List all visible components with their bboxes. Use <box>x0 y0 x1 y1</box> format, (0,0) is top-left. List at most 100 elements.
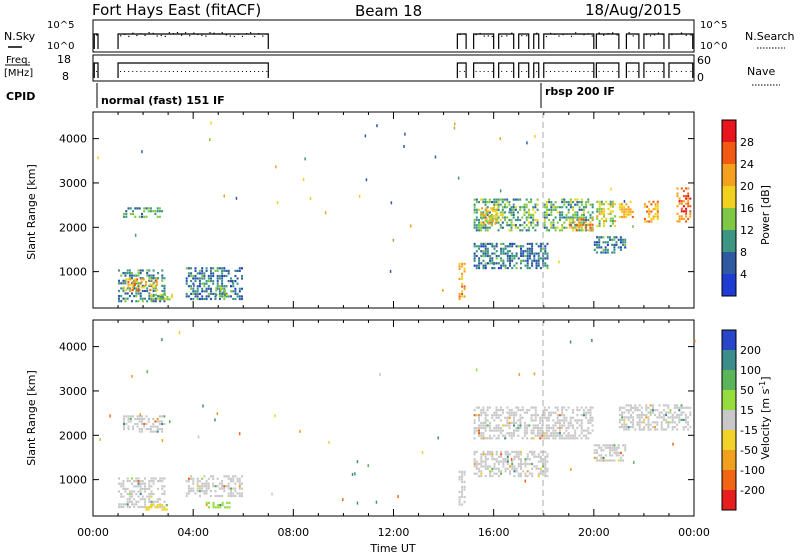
scatter-cell <box>510 432 513 435</box>
scatter-cell <box>141 487 144 490</box>
scatter-cell <box>216 282 219 285</box>
scatter-cell <box>146 274 149 277</box>
scatter-cell <box>600 251 603 254</box>
scatter-cell <box>491 259 494 262</box>
scatter-cell <box>525 211 528 214</box>
scatter-cell <box>150 300 153 303</box>
scatter-speckle <box>534 134 536 138</box>
scatter-cell <box>574 226 577 229</box>
scatter-cell <box>216 287 219 290</box>
scatter-cell <box>122 279 125 282</box>
scatter-cell <box>558 424 561 427</box>
scatter-cell <box>618 208 621 211</box>
scatter-cell <box>475 245 478 248</box>
scatter-cell <box>546 252 549 255</box>
scatter-cell <box>147 420 150 423</box>
nsky-point <box>566 33 568 35</box>
nave-point <box>536 71 538 72</box>
scatter-cell <box>205 297 208 301</box>
scatter-cell <box>629 404 632 407</box>
scatter-cell <box>144 498 146 501</box>
scatter-cell <box>534 434 537 437</box>
scatter-cell <box>596 459 598 462</box>
scatter-cell <box>517 472 520 475</box>
scatter-cell <box>225 285 228 288</box>
scatter-cell <box>561 411 564 414</box>
scatter-cell <box>122 282 125 285</box>
scatter-cell <box>591 223 594 226</box>
nave-point <box>526 71 528 72</box>
scatter-cell <box>124 272 127 275</box>
scatter-cell <box>131 477 133 480</box>
scatter-cell <box>137 282 140 285</box>
nave-point <box>241 71 243 72</box>
scatter-cell <box>484 416 487 419</box>
scatter-cell <box>163 300 166 303</box>
scatter-cell <box>475 264 478 267</box>
scatter-cell <box>502 434 504 437</box>
scatter-cell <box>585 229 588 232</box>
scatter-cell <box>550 203 553 206</box>
scatter-cell <box>120 287 123 290</box>
scatter-cell <box>539 455 542 458</box>
scatter-cell <box>640 406 643 409</box>
scatter-cell <box>458 297 461 301</box>
scatter-cell <box>134 422 137 426</box>
scatter-cell <box>623 428 626 431</box>
scatter-cell <box>486 211 489 214</box>
freq-segment <box>625 62 640 78</box>
scatter-cell <box>241 274 243 278</box>
scatter-cell <box>218 494 221 498</box>
scatter-cell <box>545 437 548 440</box>
scatter-cell <box>221 287 224 290</box>
scatter-cell <box>124 274 127 277</box>
scatter-cell <box>458 292 461 296</box>
scatter-cell <box>584 221 587 224</box>
scatter-cell <box>567 208 570 211</box>
nave-point <box>144 71 146 72</box>
scatter-cell <box>545 429 548 432</box>
scatter-cell <box>621 406 624 409</box>
nave-point <box>254 71 256 72</box>
scatter-cell <box>526 247 529 250</box>
x-tick-label: 20:00 <box>578 526 610 539</box>
scatter-cell <box>497 424 500 427</box>
scatter-cell <box>473 432 476 435</box>
scatter-cell <box>618 406 621 409</box>
scatter-cell <box>567 211 570 214</box>
freq-label-1: Freq. <box>6 55 31 66</box>
scatter-cell <box>607 207 610 211</box>
scatter-cell <box>656 203 659 206</box>
scatter-cell <box>232 477 235 480</box>
scatter-cell <box>141 495 144 498</box>
scatter-cell <box>648 208 651 211</box>
scatter-cell <box>589 213 592 216</box>
scatter-speckle <box>178 331 181 335</box>
scatter-cell <box>537 426 539 430</box>
scatter-cell <box>685 220 688 223</box>
scatter-cell <box>539 416 542 419</box>
scatter-cell <box>600 449 603 452</box>
scatter-cell <box>548 201 551 204</box>
scatter-speckle <box>214 418 216 422</box>
nsky-segment <box>543 33 595 49</box>
scatter-cell <box>216 269 219 272</box>
nsearch-tick-high: 10^5 <box>700 20 727 31</box>
scatter-cell <box>530 216 533 219</box>
scatter-cell <box>148 485 151 488</box>
scatter-cell <box>543 224 546 227</box>
scatter-cell <box>652 215 655 218</box>
scatter-cell <box>517 429 520 432</box>
scatter-cell <box>656 428 659 431</box>
scatter-cell <box>600 236 603 239</box>
scatter-cell <box>512 211 515 214</box>
scatter-cell <box>480 198 483 201</box>
scatter-cell <box>118 477 120 480</box>
scatter-cell <box>582 434 585 437</box>
scatter-cell <box>574 211 577 214</box>
scatter-cell <box>676 195 679 198</box>
nave-point <box>193 71 195 72</box>
scatter-cell <box>154 284 157 287</box>
scatter-cell <box>482 432 485 435</box>
scatter-cell <box>530 406 533 409</box>
